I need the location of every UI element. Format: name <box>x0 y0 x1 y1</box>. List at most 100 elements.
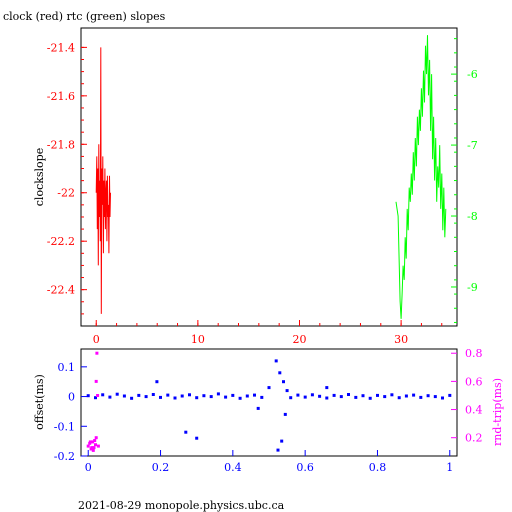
series-offset-point <box>195 436 199 440</box>
series-rnd-trip-point <box>94 436 98 440</box>
series-offset-point <box>195 396 199 400</box>
series-offset-point <box>209 395 213 399</box>
series-offset-point <box>216 392 220 396</box>
series-offset-point <box>433 395 437 399</box>
series-offset-point <box>347 393 350 396</box>
series-offset-point <box>155 380 159 384</box>
bottom-plot-frame <box>80 348 458 457</box>
top-x-tick-label: 20 <box>292 333 306 346</box>
series-rnd-trip-point <box>93 439 97 442</box>
footer-text: 2021-08-29 monopole.physics.ubc.ca <box>78 499 285 512</box>
bottom-y-axis-label: offset(ms) <box>33 374 46 430</box>
bottom-left-tick-label: 0 <box>68 391 75 404</box>
series-offset-point <box>354 395 358 399</box>
series-clock-line <box>95 47 111 314</box>
series-offset-point <box>289 396 293 400</box>
series-offset-point <box>383 395 387 399</box>
bottom-left-y-ticks: 0.1 0 -0.1 -0.2 <box>54 361 87 463</box>
top-right-tick-label: -8 <box>467 210 478 223</box>
series-offset-point <box>260 395 264 399</box>
series-offset-point <box>180 394 184 398</box>
top-left-tick-label: -22.4 <box>47 284 75 297</box>
series-offset-point <box>108 395 112 399</box>
top-y-axis-label: clockslope <box>33 148 46 206</box>
series-offset-point <box>296 393 300 397</box>
series-offset-point <box>137 393 141 397</box>
series-offset-point <box>361 394 365 398</box>
top-x-ticks: 0 10 20 30 <box>93 320 443 346</box>
bottom-left-tick-label: -0.2 <box>54 450 75 463</box>
series-offset-point <box>282 380 285 384</box>
series-offset-point <box>325 396 329 400</box>
top-x-tick-label: 0 <box>93 333 100 346</box>
series-offset-point <box>283 412 287 416</box>
series-offset-point <box>274 359 278 363</box>
series-offset-point <box>86 394 90 398</box>
series-offset-point <box>173 396 177 400</box>
series-rnd-trip-point <box>91 440 95 444</box>
series-offset-point <box>184 430 188 434</box>
series-offset-point <box>318 394 322 398</box>
series-offset-point <box>441 396 444 400</box>
top-left-tick-label: -21.6 <box>47 90 75 103</box>
series-rnd-trip-point <box>94 443 97 447</box>
top-left-tick-label: -21.4 <box>47 41 75 54</box>
bottom-right-tick-label: 0.4 <box>465 404 483 417</box>
series-offset-point <box>202 394 206 398</box>
series-offset-point <box>303 395 307 399</box>
top-x-tick-label: 10 <box>191 333 205 346</box>
series-rtc-line <box>395 35 447 319</box>
top-left-tick-label: -21.8 <box>47 138 75 151</box>
series-offset-point <box>390 393 394 397</box>
series-offset-point <box>256 406 260 410</box>
bottom-right-tick-label: 0.6 <box>465 375 483 388</box>
top-series-group <box>95 35 447 319</box>
top-x-tick-label: 30 <box>394 333 408 346</box>
top-right-tick-label: -9 <box>467 281 478 294</box>
top-right-tick-label: -7 <box>467 139 478 152</box>
series-offset-point <box>151 393 155 396</box>
series-rnd-trip-point <box>96 444 100 448</box>
series-offset-point <box>101 393 105 397</box>
bottom-right-tick-label: 0.2 <box>465 432 483 445</box>
series-offset-point <box>188 393 191 397</box>
top-right-tick-label: -6 <box>467 68 478 81</box>
bottom-x-tick-label: 1 <box>446 461 453 474</box>
bottom-x-tick-label: 0.4 <box>224 461 242 474</box>
bottom-x-ticks: 0 0.2 0.4 0.6 0.8 1 <box>85 450 453 474</box>
series-offset-point <box>339 395 343 399</box>
bottom-x-tick-label: 0 <box>85 461 92 474</box>
series-offset-point <box>325 386 329 390</box>
series-offset-point <box>404 394 408 398</box>
series-offset-point <box>397 396 401 400</box>
series-offset-point <box>285 389 289 393</box>
top-left-tick-label: -22 <box>57 187 75 200</box>
series-offset-point <box>368 396 372 400</box>
bottom-x-tick-label: 0.2 <box>152 461 170 474</box>
bottom-left-tick-label: 0.1 <box>58 361 76 374</box>
series-rnd-trip-point <box>96 394 100 397</box>
chart-title: clock (red) rtc (green) slopes <box>3 10 166 23</box>
bottom-right-y-axis-label: rnd-trip(ms) <box>491 378 504 446</box>
bottom-x-tick-label: 0.6 <box>296 461 314 474</box>
series-offset-point <box>238 396 242 400</box>
series-offset-point <box>412 393 416 397</box>
series-offset-point <box>231 393 235 397</box>
series-rnd-trip-point <box>92 446 96 450</box>
series-rnd-trip-point <box>94 379 98 383</box>
series-rnd-trip-point <box>91 448 95 452</box>
series-offset-point <box>276 448 280 452</box>
series-offset-point <box>166 393 170 397</box>
series-offset-point <box>278 371 282 375</box>
top-panel: clockslope -21.4-21.6-21.8-22-22.2-22.4 … <box>33 27 478 346</box>
top-left-y-ticks: -21.4 -21.6 -21.8 -22 -22.2 -22.4 <box>47 41 87 315</box>
series-offset-point <box>159 395 162 399</box>
series-offset-point <box>376 393 379 397</box>
series-rnd-trip-point <box>88 440 92 444</box>
bottom-right-tick-label: 0.8 <box>465 347 483 360</box>
series-offset-point <box>310 393 314 397</box>
series-offset-point <box>280 439 284 443</box>
series-offset-point <box>144 395 148 399</box>
